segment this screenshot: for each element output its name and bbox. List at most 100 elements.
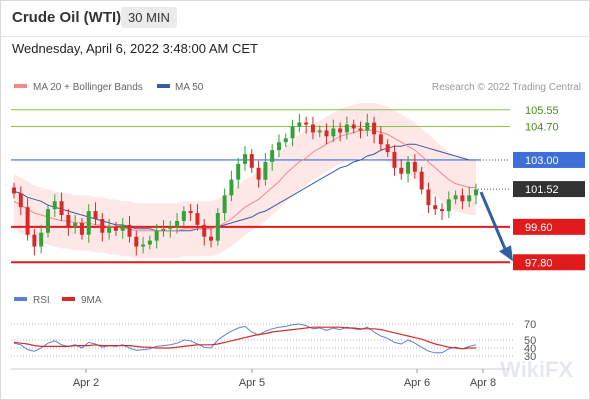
chart-datetime: Wednesday, April 6, 2022 3:48:00 AM CET: [12, 41, 258, 56]
candle-body: [12, 187, 16, 194]
forecast-arrow-shaft: [479, 191, 508, 252]
candle-body: [324, 130, 329, 137]
candle-body: [351, 124, 356, 129]
candle-body: [134, 236, 139, 247]
rsi-line: [13, 323, 477, 354]
candle-body: [433, 205, 438, 210]
candle-body: [453, 195, 458, 200]
candle-body: [66, 215, 71, 227]
candle-body: [195, 213, 200, 225]
candle-body: [147, 240, 152, 245]
rsi-tick-label: 70: [524, 319, 536, 331]
candle-body: [338, 128, 343, 133]
rsi-legend-swatch: [14, 297, 27, 301]
current-price-label: 101.52: [525, 184, 559, 196]
x-axis-label: Apr 8: [470, 377, 496, 389]
moving-averages: [13, 129, 476, 232]
x-axis-label: Apr 6: [404, 377, 430, 389]
candle-body: [460, 195, 465, 202]
header-divider: [0, 36, 590, 37]
candle-body: [73, 222, 78, 227]
chart-header: Crude Oil (WTI) 30 MIN: [0, 0, 590, 36]
forecast-arrow: [479, 191, 513, 262]
candle-body: [120, 224, 125, 231]
pivot-label: 103.00: [525, 155, 559, 167]
ma20-line: [13, 129, 476, 232]
x-axis-label: Apr 2: [73, 377, 99, 389]
candle-body: [168, 226, 173, 229]
candle-body: [154, 230, 159, 241]
candle-body: [222, 195, 227, 214]
watermark: WikiFX: [500, 357, 573, 382]
support-label: 99.60: [525, 222, 553, 234]
price-levels: 105.55 104.70 103.00 101.52 99.60 97.80: [11, 105, 585, 271]
candle-body: [446, 199, 451, 212]
candle-body: [249, 154, 254, 168]
candle-body: [59, 201, 64, 216]
candle-body: [141, 244, 146, 247]
candle-body: [399, 167, 404, 174]
candle-body: [317, 130, 322, 133]
ma20-legend-label: MA 20 + Bollinger Bands: [33, 82, 143, 93]
ma20-legend-swatch: [14, 84, 27, 88]
candle-body: [392, 152, 397, 168]
candle-body: [45, 209, 50, 233]
candle-body: [331, 128, 336, 137]
candle-body: [236, 163, 241, 180]
candle-body: [344, 124, 349, 133]
candle-body: [358, 128, 363, 131]
candle-body: [310, 124, 315, 133]
candlesticks: [12, 113, 478, 256]
x-axis-label: Apr 5: [239, 377, 265, 389]
candle-body: [378, 134, 383, 145]
candle-body: [419, 171, 424, 190]
support-label: 97.80: [525, 257, 553, 269]
ma50-legend-swatch: [157, 84, 170, 88]
candle-body: [243, 154, 247, 164]
ma50-line: [13, 143, 476, 232]
candle-body: [283, 138, 288, 143]
pivot-label-box: [513, 151, 585, 168]
candle-body: [86, 211, 91, 235]
candle-body: [385, 144, 390, 153]
candle-body: [215, 213, 220, 241]
rsi-tick-label: 30: [524, 351, 536, 363]
rsi-tick-label: 40: [524, 343, 536, 355]
candle-body: [107, 226, 112, 233]
candle-body: [52, 201, 57, 210]
timeframe-badge[interactable]: 30 MIN: [121, 7, 177, 28]
candle-body: [127, 224, 132, 237]
candle-body: [25, 207, 30, 235]
candle-body: [229, 179, 234, 196]
support-label-box: [513, 218, 585, 235]
candle-body: [263, 161, 268, 180]
credit-text: Research © 2022 Trading Central: [432, 82, 581, 93]
candle-body: [372, 122, 377, 135]
ma9-legend-swatch: [62, 297, 75, 301]
candle-body: [426, 189, 431, 206]
candle-body: [175, 220, 180, 227]
candle-body: [161, 228, 166, 231]
candle-body: [181, 211, 186, 221]
candle-body: [365, 122, 370, 131]
candle-body: [93, 211, 98, 219]
candle-body: [276, 142, 281, 151]
ma50-legend-label: MA 50: [175, 82, 204, 93]
resistance-label: 104.70: [525, 122, 559, 134]
candle-body: [100, 218, 105, 233]
candle-body: [32, 234, 37, 247]
candle-body: [202, 224, 207, 237]
resistance-label: 105.55: [525, 105, 559, 117]
candle-body: [440, 209, 445, 212]
forecast-arrow-head: [499, 245, 513, 262]
candle-body: [412, 161, 417, 172]
candle-body: [79, 222, 84, 235]
candle-body: [18, 193, 23, 208]
candle-body: [474, 189, 478, 196]
candle-body: [467, 195, 472, 202]
candle-body: [39, 232, 44, 247]
rsi-legend-label: RSI: [33, 295, 50, 306]
candle-body: [256, 167, 261, 180]
x-axis: Apr 2 Apr 5 Apr 6 Apr 8: [73, 369, 496, 389]
